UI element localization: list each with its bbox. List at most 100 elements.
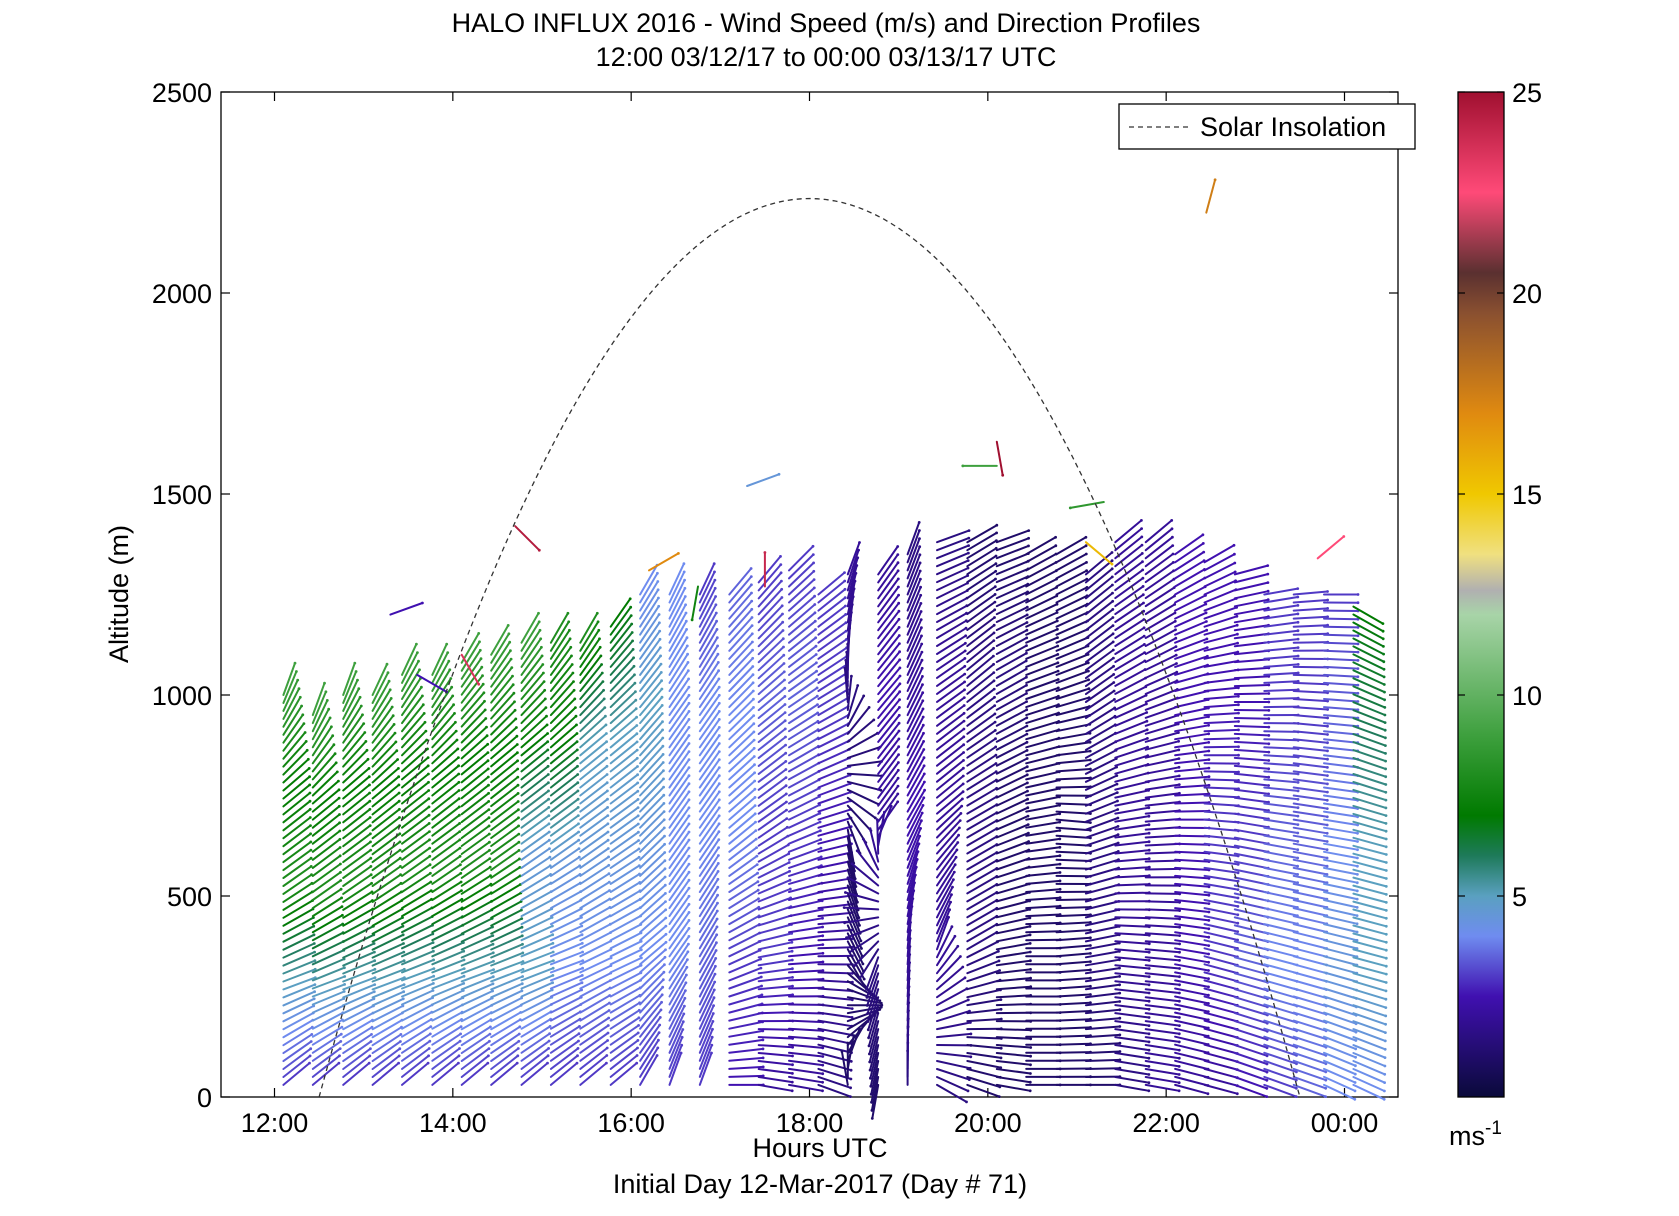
wind-vector [1263, 931, 1299, 942]
wind-vector [936, 797, 964, 823]
wind-vector [1174, 758, 1210, 765]
wind-vector-head [1056, 661, 1060, 665]
wind-vector [846, 884, 860, 919]
wind-vector [549, 974, 584, 990]
wind-vector [698, 925, 718, 958]
wind-vector [1055, 842, 1092, 847]
wind-vector-head [896, 553, 900, 556]
wind-vector [757, 637, 785, 664]
wind-vector [609, 765, 639, 789]
wind-vector [549, 1003, 582, 1022]
wind-vector-head [1296, 629, 1300, 633]
wind-vector-head [401, 997, 405, 1001]
wind-vector-head [447, 659, 451, 663]
wind-vector [1174, 971, 1210, 980]
wind-vector [936, 790, 965, 815]
wind-vector-head [459, 871, 463, 875]
wind-vector-head [1055, 602, 1059, 606]
wind-vector-head [1089, 960, 1092, 963]
wind-vector [311, 682, 326, 717]
wind-vector [1352, 996, 1387, 1009]
wind-vector-head [969, 1032, 973, 1036]
wind-vector [1233, 852, 1270, 862]
wind-vector-head [369, 1047, 372, 1051]
wind-vector-head [1178, 942, 1181, 946]
wind-vector-head [368, 791, 371, 795]
wind-vector-head [516, 783, 520, 787]
wind-vector [1144, 519, 1173, 544]
wind-vector [1292, 778, 1329, 785]
wind-vector [728, 657, 754, 684]
wind-vector [460, 917, 494, 935]
wind-vector [936, 908, 951, 943]
wind-vector [1144, 826, 1181, 831]
wind-vector-head [1116, 850, 1120, 853]
wind-vector [1323, 681, 1359, 687]
wind-vector-head [506, 624, 510, 627]
wind-vector-head [458, 838, 462, 842]
wind-vector-head [1145, 711, 1149, 714]
wind-vector [520, 988, 554, 1006]
wind-vector [1292, 818, 1329, 826]
wind-vector [371, 832, 401, 856]
wind-vector-head [992, 654, 995, 658]
wind-vector-head [898, 658, 902, 662]
wind-vector [1233, 756, 1270, 762]
wind-vector [639, 580, 659, 612]
wind-vector-head [1267, 692, 1271, 695]
wind-vector-head [486, 751, 490, 754]
wind-vector [579, 987, 612, 1006]
wind-vector-head [716, 877, 720, 881]
wind-vector-head [1118, 975, 1121, 978]
wind-vector [549, 864, 581, 885]
wind-vector [1323, 899, 1359, 909]
wind-vector [1323, 786, 1359, 794]
wind-vector [936, 782, 965, 807]
wind-vector [1174, 559, 1206, 580]
wind-vector [698, 628, 718, 660]
wind-vector-head [515, 743, 519, 746]
wind-vector [966, 639, 995, 663]
wind-vector [609, 707, 638, 733]
wind-vector [609, 648, 635, 676]
wind-vector-head [843, 596, 847, 600]
wind-vector [1174, 947, 1210, 955]
wind-vector-head [1294, 1095, 1298, 1098]
wind-vector [757, 905, 792, 919]
wind-vector [788, 595, 816, 620]
wind-vector [906, 699, 924, 733]
wind-vector [1174, 655, 1209, 668]
wind-vector-head [362, 722, 366, 725]
wind-vector-head [791, 967, 794, 971]
colorbar-unit: ms-1 [1449, 1118, 1502, 1151]
wind-vector [342, 990, 376, 1007]
wind-vector-head [1025, 708, 1029, 712]
wind-vector [966, 899, 998, 919]
wind-vector-head [920, 650, 924, 654]
wind-vector [282, 1040, 313, 1063]
wind-vector [1114, 527, 1143, 552]
wind-vector-head [897, 737, 901, 741]
wind-vector-head [868, 1068, 872, 1072]
wind-vector-head [686, 661, 690, 664]
wind-vector [639, 925, 667, 950]
wind-vector [1055, 826, 1092, 832]
wind-vector [1114, 552, 1144, 576]
wind-vector-head [1207, 927, 1211, 931]
wind-vector [1114, 659, 1146, 679]
wind-vector-head [1265, 1087, 1269, 1090]
wind-vector-head [860, 947, 863, 950]
wind-vector [1025, 821, 1061, 829]
wind-vector-head [657, 1031, 661, 1034]
wind-vector [1025, 586, 1058, 604]
wind-vector [1055, 810, 1092, 815]
wind-vector [936, 696, 966, 719]
wind-vector [1203, 1075, 1239, 1087]
wind-vector-head [1084, 535, 1088, 539]
wind-vector-head [683, 1004, 686, 1008]
wind-vector-head [687, 870, 691, 874]
wind-vector [1233, 1060, 1268, 1074]
wind-vector [1055, 952, 1092, 958]
wind-vector-head [330, 725, 333, 729]
wind-vector [282, 731, 307, 760]
